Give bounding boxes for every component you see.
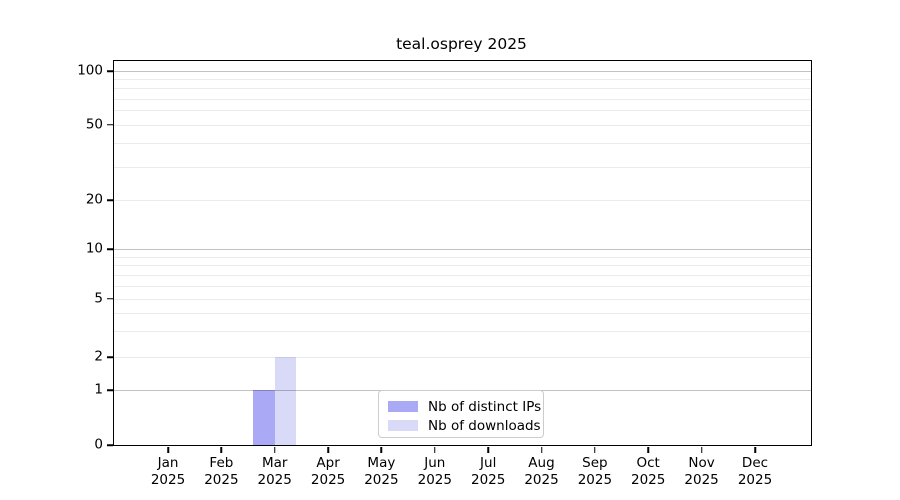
legend-label-downloads: Nb of downloads (428, 417, 541, 434)
x-tick-mark-mar (273, 446, 276, 453)
x-tick-mark-jun (434, 446, 436, 453)
x-tick-mark-apr (327, 446, 329, 453)
bars-layer (114, 61, 811, 445)
x-tick-mark-jan (167, 446, 169, 453)
minor-gridline-7 (114, 274, 811, 276)
y-tick-label-1: 1 (94, 381, 103, 398)
major-gridline-10 (114, 249, 811, 251)
x-tick-label-nov: Nov 2025 (684, 455, 719, 488)
minor-gridline-80 (114, 88, 811, 90)
x-tick-label-jul: Jul 2025 (471, 455, 506, 488)
y-tick-label-5: 5 (94, 289, 103, 306)
x-tick-label-dec: Dec 2025 (737, 455, 773, 488)
x-tick-mark-jul (487, 446, 489, 453)
y-tick-label-50: 50 (85, 115, 103, 132)
y-tick-mark-50 (106, 123, 113, 126)
x-tick-label-may: May 2025 (364, 455, 399, 488)
gridline-2 (114, 357, 811, 358)
minor-gridline-70 (114, 98, 811, 100)
x-tick-mark-oct (647, 446, 649, 453)
x-tick-label-jan: Jan 2025 (150, 455, 186, 488)
minor-gridline-30 (114, 166, 811, 168)
minor-gridline-60 (114, 110, 811, 112)
legend-swatch-distinct-ips-icon (388, 401, 418, 412)
gridline-5 (114, 298, 811, 300)
x-tick-mark-aug (540, 446, 543, 453)
y-tick-mark-10 (106, 248, 113, 250)
legend-label-distinct-ips: Nb of distinct IPs (428, 398, 542, 415)
gridline-50 (114, 124, 811, 126)
x-tick-label-apr: Apr 2025 (310, 455, 346, 488)
legend-swatch-downloads-icon (388, 420, 418, 431)
axis-ticks-layer: 0 1 2 5 10 20 50 100 Jan 2025 Feb 2025 Mar 2025 Apr 202… (77, 61, 811, 488)
minor-gridline-6 (114, 285, 811, 287)
plot-area: 0 1 2 5 10 20 50 100 Jan 2025 Feb 2025 Mar 2025 Apr 202… (77, 60, 812, 488)
legend-item-downloads: Nb of downloads (379, 416, 543, 435)
y-tick-mark-2 (106, 356, 113, 358)
minor-gridline-4 (114, 312, 811, 314)
y-tick-mark-20 (106, 199, 113, 201)
x-tick-mark-dec (754, 446, 756, 453)
x-tick-label-sep: Sep 2025 (577, 455, 613, 488)
gridline-20 (114, 200, 811, 201)
x-tick-label-mar: Mar 2025 (257, 455, 292, 488)
bar-distinct-ips-mar (253, 390, 275, 445)
y-tick-label-0: 0 (94, 436, 103, 453)
gridlines-layer (114, 61, 811, 445)
legend-item-distinct-ips: Nb of distinct IPs (379, 397, 543, 416)
x-tick-mark-feb (220, 446, 223, 453)
x-tick-label-jun: Jun 2025 (417, 455, 452, 488)
minor-gridline-3 (114, 331, 811, 333)
x-tick-label-oct: Oct 2025 (631, 455, 666, 488)
y-tick-mark-5 (106, 297, 113, 300)
minor-gridline-90 (114, 79, 811, 81)
minor-gridline-9 (114, 256, 811, 258)
x-tick-mark-nov (700, 446, 703, 453)
minor-gridline-8 (114, 265, 811, 266)
y-tick-label-10: 10 (85, 240, 103, 257)
y-tick-label-20: 20 (85, 191, 103, 208)
legend: Nb of distinct IPs Nb of downloads (378, 390, 544, 438)
y-tick-label-2: 2 (94, 348, 103, 365)
minor-gridline-40 (114, 142, 811, 144)
x-tick-mark-may (380, 446, 383, 453)
x-tick-mark-sep (594, 446, 596, 453)
y-tick-mark-1 (106, 389, 113, 391)
chart-title: teal.osprey 2025 (396, 35, 527, 53)
major-gridline-100 (114, 71, 811, 73)
y-tick-mark-0 (106, 444, 113, 446)
x-tick-label-aug: Aug 2025 (524, 455, 559, 488)
x-tick-label-feb: Feb 2025 (204, 455, 239, 488)
bar-downloads-mar (274, 357, 297, 445)
y-tick-label-100: 100 (77, 62, 103, 79)
y-tick-mark-100 (106, 70, 113, 72)
